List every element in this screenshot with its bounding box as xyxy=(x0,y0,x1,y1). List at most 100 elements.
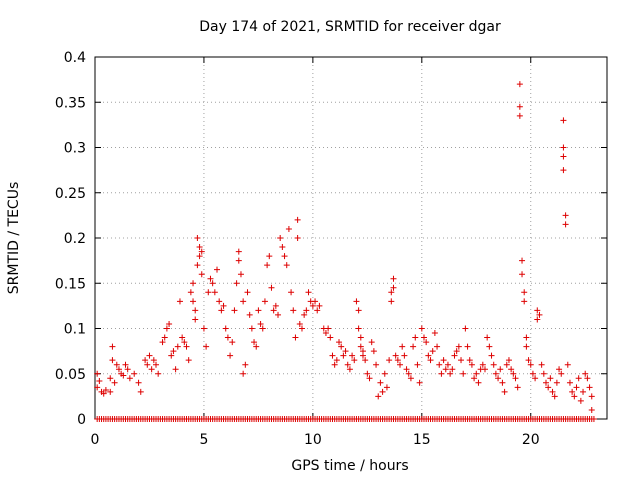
data-point xyxy=(211,289,218,296)
data-point xyxy=(516,112,523,119)
data-point xyxy=(314,307,321,314)
data-point xyxy=(194,262,201,269)
data-point xyxy=(120,372,127,379)
data-point xyxy=(227,352,234,359)
y-tick-label: 0.4 xyxy=(64,50,86,66)
data-point xyxy=(410,343,417,350)
data-point xyxy=(577,397,584,404)
data-point xyxy=(285,225,292,232)
data-point xyxy=(146,352,153,359)
chart-title: Day 174 of 2021, SRMTID for receiver dga… xyxy=(199,19,501,35)
data-point xyxy=(560,117,567,124)
data-point xyxy=(357,343,364,350)
data-point xyxy=(333,357,340,364)
data-point xyxy=(586,384,593,391)
data-point xyxy=(529,370,536,377)
data-point xyxy=(562,212,569,219)
data-point xyxy=(451,352,458,359)
data-point xyxy=(264,262,271,269)
data-point xyxy=(540,370,547,377)
data-point xyxy=(185,357,192,364)
data-point xyxy=(416,379,423,386)
data-point xyxy=(218,307,225,314)
data-point xyxy=(344,361,351,368)
data-point xyxy=(462,325,469,332)
data-point xyxy=(521,298,528,305)
data-point xyxy=(200,325,207,332)
y-tick-label: 0 xyxy=(77,412,86,428)
data-point xyxy=(464,343,471,350)
data-point xyxy=(516,103,523,110)
data-point xyxy=(109,343,116,350)
data-point xyxy=(312,298,319,305)
data-point xyxy=(497,366,504,373)
data-point xyxy=(536,311,543,318)
data-point xyxy=(338,343,345,350)
data-point xyxy=(222,325,229,332)
data-point xyxy=(499,379,506,386)
data-point xyxy=(418,325,425,332)
data-point xyxy=(179,334,186,341)
data-point xyxy=(434,343,441,350)
data-point xyxy=(190,298,197,305)
data-point xyxy=(388,298,395,305)
data-point xyxy=(135,379,142,386)
data-point xyxy=(196,253,203,260)
data-point xyxy=(562,221,569,228)
data-point xyxy=(556,366,563,373)
data-point xyxy=(573,384,580,391)
data-point xyxy=(582,370,589,377)
data-point xyxy=(438,370,445,377)
data-point xyxy=(429,348,436,355)
data-point xyxy=(246,311,253,318)
data-point xyxy=(174,343,181,350)
data-point xyxy=(436,361,443,368)
data-point xyxy=(492,370,499,377)
data-point xyxy=(233,280,240,287)
data-point xyxy=(336,339,343,346)
data-point xyxy=(362,357,369,364)
data-point xyxy=(216,298,223,305)
data-point xyxy=(325,325,332,332)
data-point xyxy=(131,370,138,377)
data-point xyxy=(399,343,406,350)
data-point xyxy=(198,248,205,255)
data-point xyxy=(388,289,395,296)
data-point xyxy=(423,339,430,346)
data-point xyxy=(558,370,565,377)
data-point xyxy=(512,375,519,382)
data-point xyxy=(192,316,199,323)
data-point xyxy=(523,343,530,350)
data-point xyxy=(161,334,168,341)
data-point xyxy=(277,235,284,241)
data-point xyxy=(272,302,279,309)
data-point xyxy=(240,298,247,305)
data-point xyxy=(100,390,107,397)
data-point xyxy=(251,339,258,346)
data-point xyxy=(447,370,454,377)
data-point xyxy=(327,334,334,341)
data-point xyxy=(331,361,338,368)
data-point xyxy=(261,298,268,305)
data-point xyxy=(357,334,364,341)
data-point xyxy=(444,361,451,368)
y-tick-label: 0.2 xyxy=(64,231,86,247)
data-point xyxy=(294,235,301,241)
x-tick-label: 20 xyxy=(522,432,540,448)
data-point xyxy=(159,339,166,346)
data-point xyxy=(170,348,177,355)
data-point xyxy=(510,370,517,377)
x-tick-label: 5 xyxy=(199,432,208,448)
data-point xyxy=(580,388,587,395)
data-point xyxy=(124,366,131,373)
data-point xyxy=(257,320,264,327)
x-tick-label: 0 xyxy=(91,432,100,448)
data-point xyxy=(458,357,465,364)
data-point xyxy=(420,334,427,341)
x-tick-label: 15 xyxy=(413,432,431,448)
data-point xyxy=(538,361,545,368)
data-point xyxy=(198,271,205,278)
data-point xyxy=(503,361,510,368)
y-tick-label: 0.3 xyxy=(64,141,86,157)
data-point xyxy=(475,379,482,386)
